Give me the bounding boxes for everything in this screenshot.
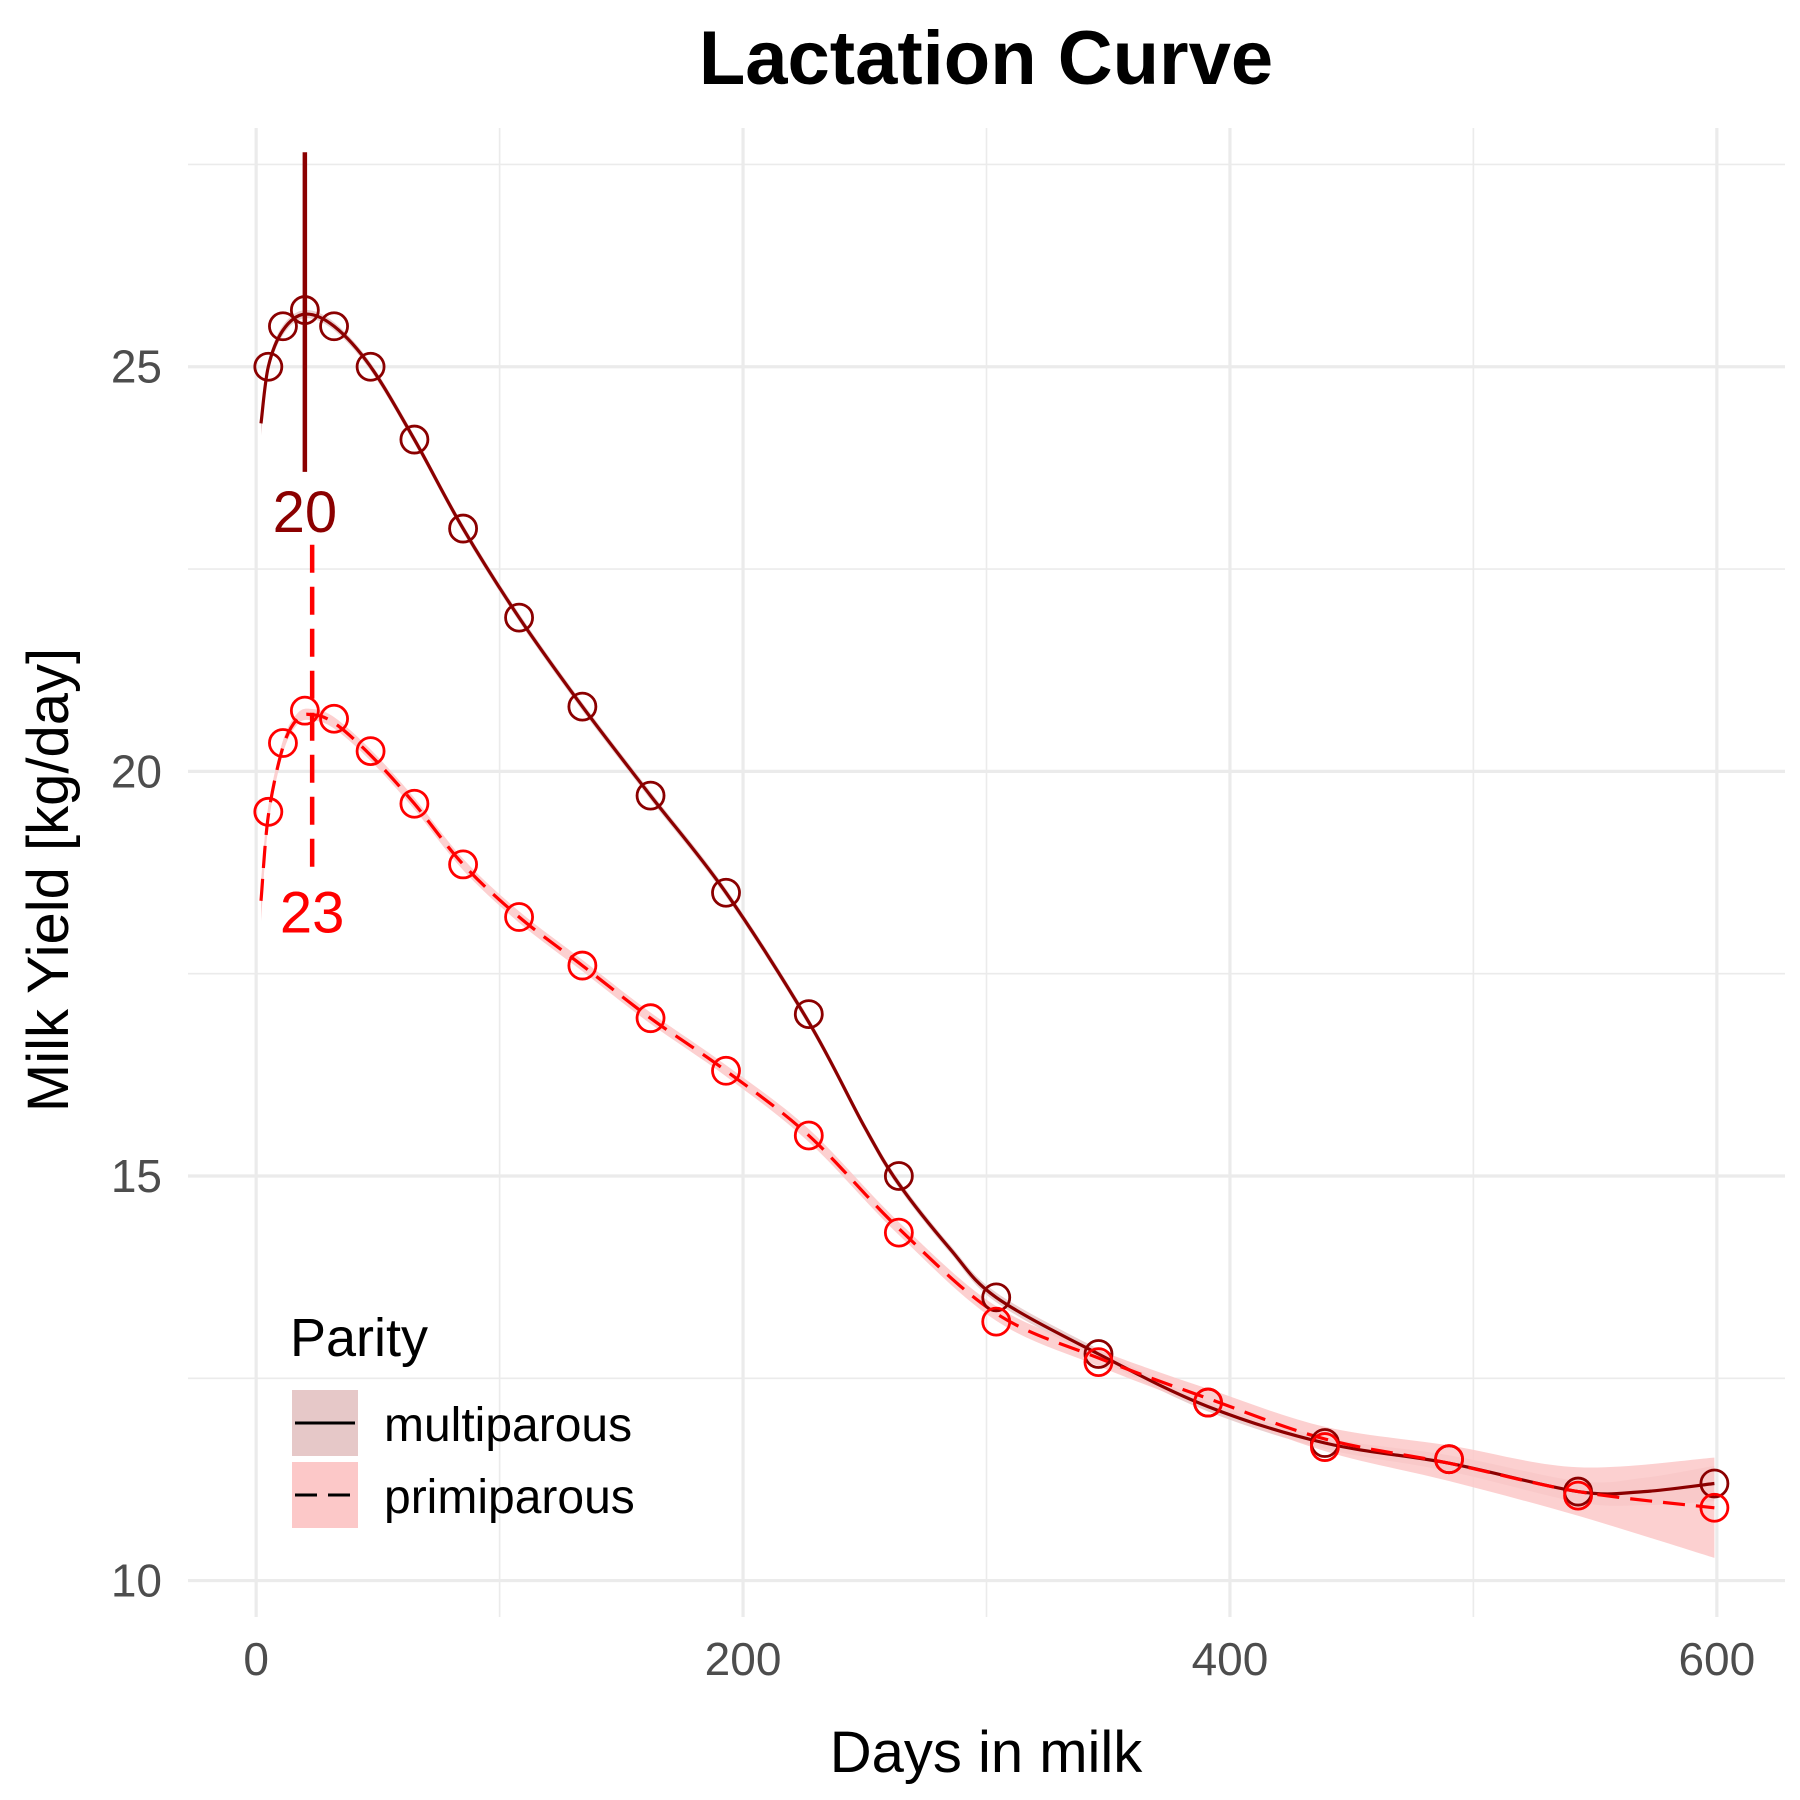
major-gridlines — [188, 128, 1785, 1617]
point-multiparous — [883, 1161, 914, 1191]
point-multiparous — [635, 780, 666, 811]
y-tick-label: 15 — [111, 1150, 162, 1202]
point-primiparous — [1083, 1347, 1114, 1377]
point-multiparous — [1083, 1339, 1114, 1369]
point-primiparous — [1699, 1492, 1730, 1523]
legend-label-primiparous: primiparous — [384, 1471, 635, 1524]
point-multiparous — [981, 1282, 1012, 1313]
point-primiparous — [711, 1055, 741, 1086]
point-multiparous — [793, 999, 824, 1030]
x-tick-label: 400 — [1192, 1633, 1269, 1685]
minor-gridlines — [188, 128, 1785, 1617]
legend: Parity multiparous primiparous — [290, 1308, 635, 1528]
point-primiparous — [289, 695, 320, 726]
point-primiparous — [253, 796, 284, 827]
point-primiparous — [567, 950, 598, 981]
peak-label-primiparous: 23 — [280, 881, 345, 946]
y-axis-title: Milk Yield [kg/day] — [16, 648, 81, 1112]
y-tick-label: 10 — [111, 1555, 162, 1607]
point-primiparous — [635, 1003, 666, 1034]
point-primiparous — [981, 1306, 1012, 1337]
fitted-curves — [259, 312, 1715, 1510]
legend-label-multiparous: multiparous — [384, 1399, 632, 1452]
point-primiparous — [399, 788, 430, 819]
point-primiparous — [268, 728, 298, 758]
legend-title: Parity — [290, 1308, 428, 1368]
point-primiparous — [319, 703, 349, 734]
point-multiparous — [567, 691, 598, 722]
point-primiparous — [883, 1217, 914, 1248]
ribbon-multiparous — [261, 310, 1715, 1506]
curve-multiparous — [259, 312, 1715, 1496]
point-multiparous — [253, 351, 284, 382]
chart-title: Lactation Curve — [699, 16, 1273, 101]
curve-primiparous — [259, 712, 1715, 1510]
point-multiparous — [399, 424, 430, 455]
x-tick-label: 600 — [1678, 1633, 1755, 1685]
point-multiparous — [448, 513, 478, 544]
point-primiparous — [793, 1120, 824, 1151]
x-tick-label: 200 — [705, 1633, 782, 1685]
point-primiparous — [355, 736, 386, 767]
y-tick-label: 25 — [111, 341, 162, 393]
point-multiparous — [355, 351, 386, 382]
x-axis-title: Days in milk — [830, 1720, 1144, 1785]
point-primiparous — [1434, 1444, 1464, 1475]
point-multiparous — [504, 602, 534, 633]
y-tick-label: 20 — [111, 745, 162, 797]
point-multiparous — [319, 311, 349, 342]
point-primiparous — [504, 902, 534, 932]
point-primiparous — [1309, 1432, 1340, 1462]
peak-label-multiparous: 20 — [273, 480, 338, 545]
point-primiparous — [448, 849, 478, 880]
point-primiparous — [1563, 1480, 1593, 1511]
observed-points — [253, 295, 1730, 1523]
point-multiparous — [1699, 1468, 1730, 1499]
point-primiparous — [1193, 1387, 1223, 1418]
point-multiparous — [268, 311, 298, 342]
confidence-ribbons — [261, 310, 1715, 1558]
point-multiparous — [711, 877, 741, 908]
x-tick-label: 0 — [243, 1633, 269, 1685]
axis-tick-labels: 0 200 400 600 10 15 20 25 — [111, 341, 1755, 1685]
